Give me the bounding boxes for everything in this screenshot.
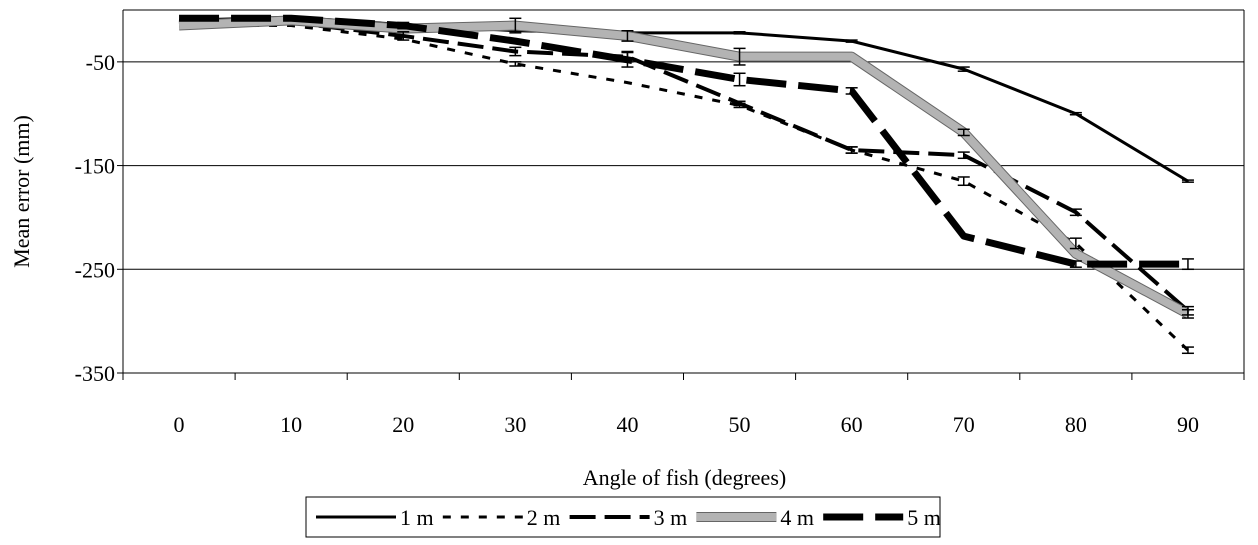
error-bar xyxy=(845,87,858,95)
y-axis-label: Mean error (mm) xyxy=(9,115,34,268)
x-tick-label: 10 xyxy=(280,412,302,437)
error-bar xyxy=(1181,179,1194,183)
x-tick-label: 20 xyxy=(392,412,414,437)
error-bar xyxy=(509,61,522,67)
error-bar xyxy=(509,17,522,34)
x-tick-label: 0 xyxy=(174,412,185,437)
legend-item: 1 m xyxy=(316,505,434,530)
legend-item: 2 m xyxy=(442,505,561,530)
error-bar xyxy=(733,100,746,107)
error-bar xyxy=(845,39,858,43)
x-tick-label: 60 xyxy=(841,412,863,437)
error-bar xyxy=(733,31,746,35)
error-bar xyxy=(1181,308,1194,319)
legend-label: 3 m xyxy=(654,505,688,530)
error-bar xyxy=(1181,258,1194,271)
error-bar xyxy=(509,46,522,57)
error-bar xyxy=(1069,111,1082,116)
series-line-4 xyxy=(179,14,1188,268)
series-line-2 xyxy=(178,20,1190,313)
error-bar xyxy=(1069,260,1082,268)
gridlines xyxy=(117,61,1244,374)
y-tick-label: -350 xyxy=(75,361,115,386)
x-tick-labels: 0 10 20 30 40 50 60 70 80 90 xyxy=(174,412,1199,437)
x-tick-label: 80 xyxy=(1065,412,1087,437)
legend-item: 5 m xyxy=(823,505,941,530)
error-bar xyxy=(957,66,970,72)
x-tick-label: 90 xyxy=(1177,412,1199,437)
error-bar xyxy=(621,51,634,68)
legend-label: 4 m xyxy=(780,505,814,530)
error-bar xyxy=(957,128,970,137)
axes xyxy=(122,9,1245,380)
x-tick-label: 40 xyxy=(616,412,638,437)
legend-label: 5 m xyxy=(907,505,941,530)
error-bar xyxy=(397,21,410,30)
error-bar xyxy=(957,151,970,160)
error-bars xyxy=(397,17,1194,355)
error-bar xyxy=(397,31,410,41)
error-bar xyxy=(1069,208,1082,217)
error-bar xyxy=(1069,237,1082,250)
legend-label: 1 m xyxy=(400,505,434,530)
y-tick-label: -250 xyxy=(75,257,115,282)
x-axis-label: Angle of fish (degrees) xyxy=(583,465,786,490)
error-bar xyxy=(1181,346,1194,355)
y-tick-labels: -50 -150 -250 -350 xyxy=(75,50,115,386)
legend: 1 m 2 m 3 m 4 m 5 m xyxy=(305,496,941,538)
series-lines xyxy=(178,14,1191,352)
series-line-3 xyxy=(178,16,1190,318)
legend-item: 4 m xyxy=(696,505,814,530)
x-tick-label: 70 xyxy=(953,412,975,437)
error-bar xyxy=(621,29,634,42)
y-tick-label: -50 xyxy=(86,50,115,75)
series-outline xyxy=(178,15,1191,319)
x-tick-label: 30 xyxy=(504,412,526,437)
y-tick-label: -150 xyxy=(75,154,115,179)
error-bar xyxy=(733,47,746,66)
series-line-1 xyxy=(179,24,1189,352)
legend-item: 3 m xyxy=(569,505,688,530)
error-bar xyxy=(845,146,858,154)
x-tick-label: 50 xyxy=(729,412,751,437)
error-bar xyxy=(957,176,970,187)
error-bar xyxy=(733,72,746,87)
legend-label: 2 m xyxy=(527,505,561,530)
